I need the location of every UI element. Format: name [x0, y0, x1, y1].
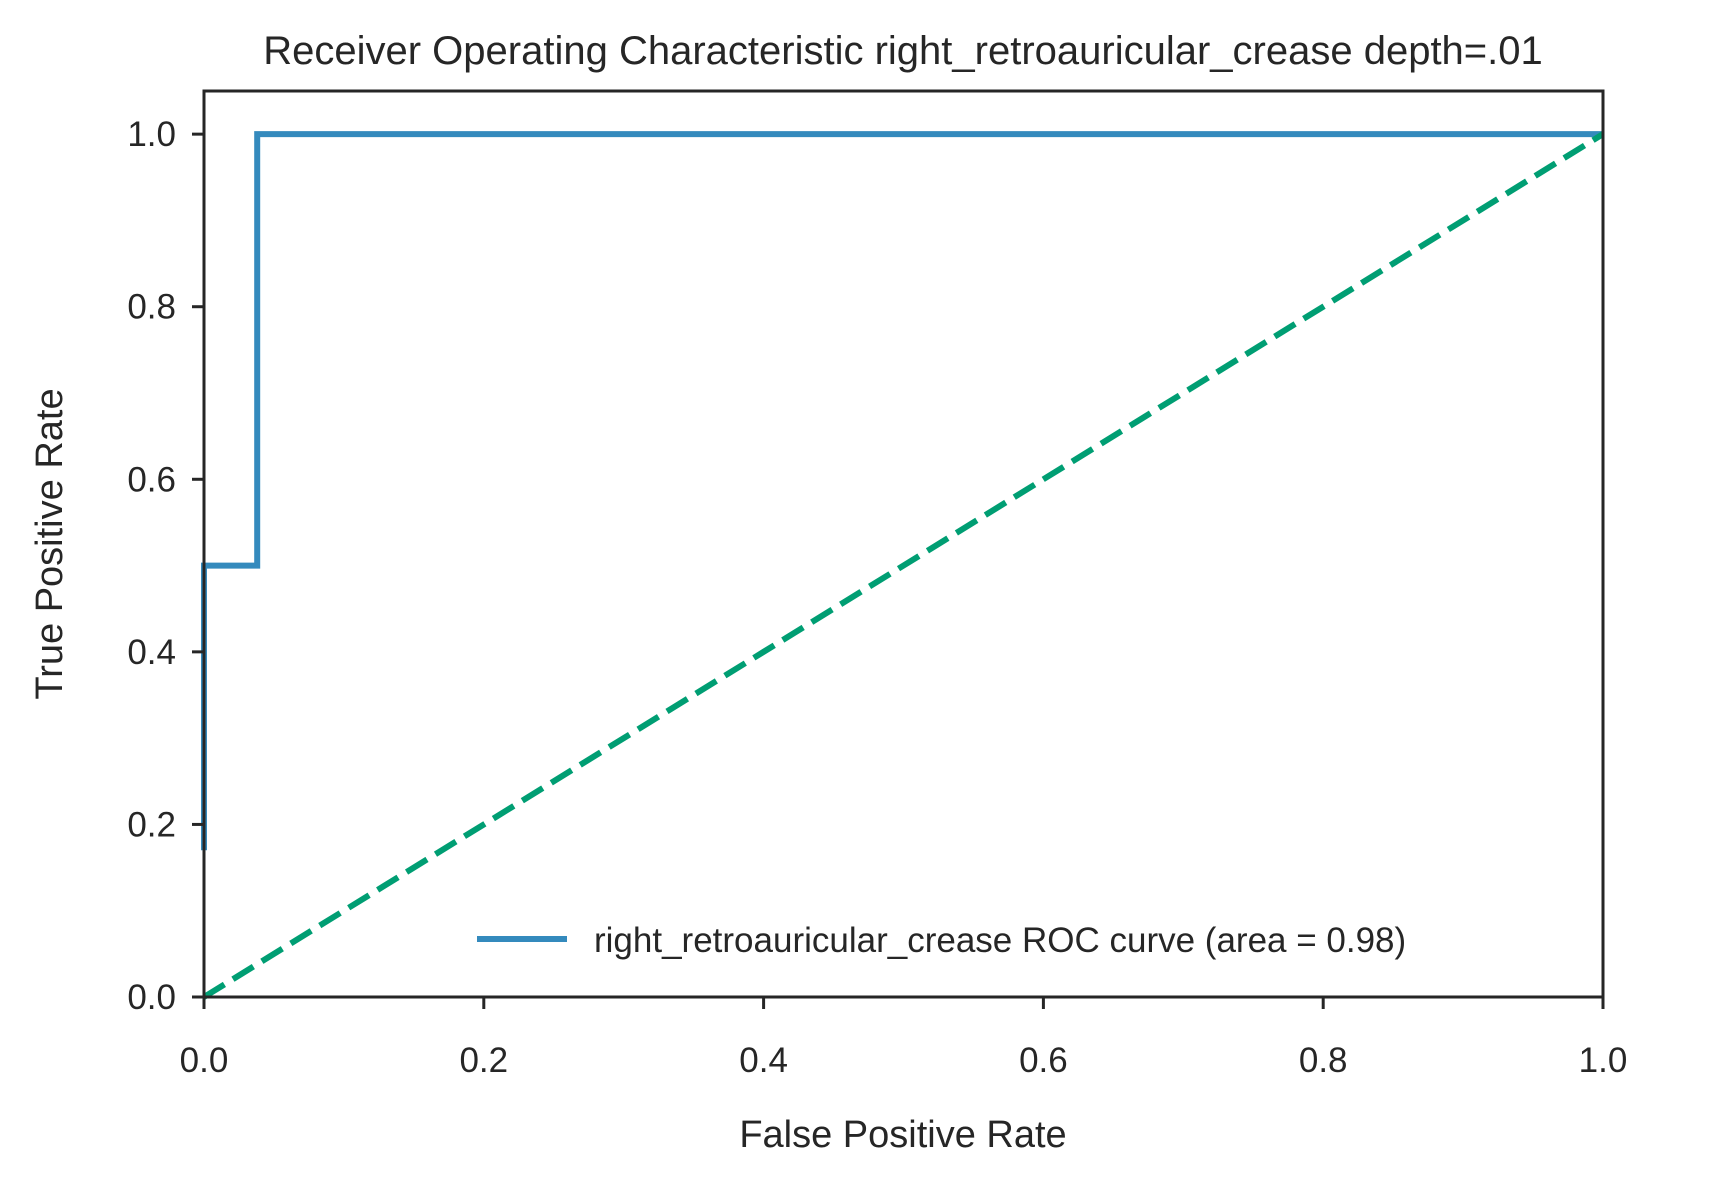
- chart-title: Receiver Operating Characteristic right_…: [263, 29, 1543, 73]
- legend-label-roc: right_retroauricular_crease ROC curve (a…: [594, 921, 1406, 960]
- x-tick-label: 0.4: [739, 1041, 788, 1080]
- y-tick-label: 0.6: [127, 460, 176, 499]
- y-tick-label: 1.0: [127, 115, 176, 154]
- x-axis-ticks: 0.0 0.2 0.4 0.6 0.8 1.0: [180, 997, 1628, 1080]
- x-axis-label: False Positive Rate: [739, 1114, 1066, 1156]
- y-axis-label: True Positive Rate: [29, 388, 71, 699]
- legend: right_retroauricular_crease ROC curve (a…: [477, 921, 1406, 960]
- x-tick-label: 0.0: [180, 1041, 229, 1080]
- roc-curve-line: [201, 131, 1603, 851]
- chance-diagonal-line: [202, 131, 1605, 1000]
- x-tick-label: 0.6: [1019, 1041, 1068, 1080]
- y-tick-label: 0.0: [127, 978, 176, 1017]
- y-tick-label: 0.2: [127, 805, 176, 844]
- x-tick-label: 0.2: [459, 1041, 508, 1080]
- y-axis-ticks: 0.0 0.2 0.4 0.6 0.8 1.0: [127, 115, 204, 1017]
- plot-lines: [201, 131, 1605, 1000]
- x-tick-label: 0.8: [1299, 1041, 1348, 1080]
- y-tick-label: 0.8: [127, 288, 176, 327]
- x-tick-label: 1.0: [1579, 1041, 1628, 1080]
- y-tick-label: 0.4: [127, 633, 176, 672]
- axes-frame: [202, 89, 1605, 999]
